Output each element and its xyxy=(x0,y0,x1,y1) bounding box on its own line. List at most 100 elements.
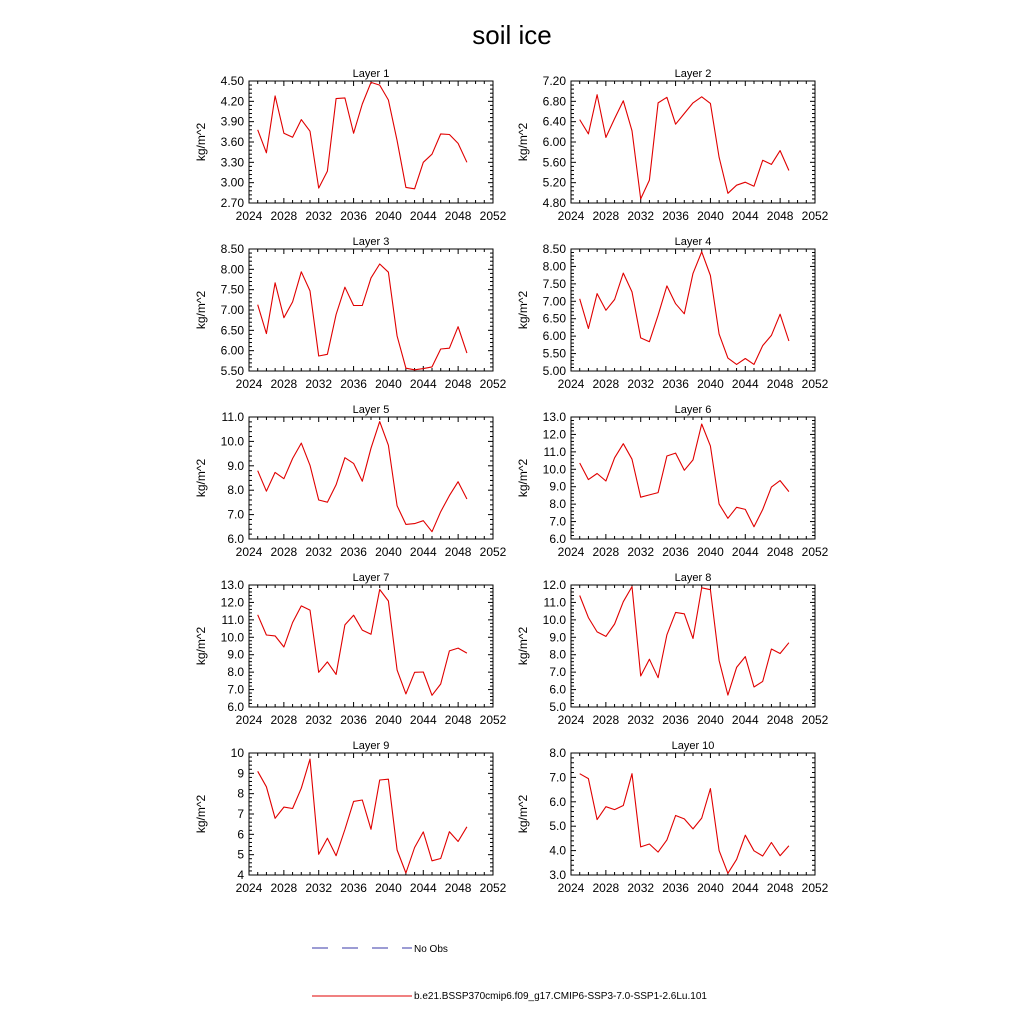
y-tick-label: 8.0 xyxy=(549,648,566,662)
panel-layer-3: Layer 3 kg/m^2 2024 2028 2032 2036 2040 2044 204… xyxy=(194,236,507,391)
y-tick-label: 5 xyxy=(237,848,244,862)
y-tick-label: 6.80 xyxy=(543,94,567,108)
x-tick-label: 2036 xyxy=(662,713,689,727)
x-tick-label: 2028 xyxy=(593,713,620,727)
x-tick-label: 2028 xyxy=(593,881,620,895)
y-tick-label: 11.0 xyxy=(222,613,245,627)
x-tick-label: 2032 xyxy=(627,713,654,727)
x-tick-label: 2024 xyxy=(236,377,263,391)
y-axis-label: kg/m^2 xyxy=(516,291,530,330)
panel-title: Layer 8 xyxy=(675,572,712,584)
panel-title: Layer 3 xyxy=(353,236,390,248)
x-tick-label: 2052 xyxy=(802,545,829,559)
plot-frame xyxy=(248,584,494,708)
y-tick-label: 11.0 xyxy=(544,445,567,459)
panel-title: Layer 9 xyxy=(353,740,390,752)
y-tick-label: 7.0 xyxy=(227,683,244,697)
y-tick-label: 4.20 xyxy=(221,94,245,108)
plot-frame xyxy=(248,752,494,876)
x-tick-label: 2024 xyxy=(558,377,585,391)
x-tick-label: 2052 xyxy=(802,377,829,391)
x-tick-label: 2044 xyxy=(410,377,437,391)
x-tick-label: 2036 xyxy=(340,209,367,223)
y-tick-label: 10.0 xyxy=(221,434,245,448)
panel-layer-9: Layer 9 kg/m^2 2024 2028 2032 2036 2040 2044 204… xyxy=(194,740,507,895)
plot-frame xyxy=(570,248,816,372)
y-tick-label: 3.0 xyxy=(549,868,566,882)
y-axis-label: kg/m^2 xyxy=(194,291,208,330)
series-line-layer-3 xyxy=(257,263,468,371)
y-tick-label: 10.0 xyxy=(221,630,245,644)
x-tick-label: 2032 xyxy=(627,881,654,895)
x-tick-label: 2040 xyxy=(375,545,402,559)
y-tick-label: 6.0 xyxy=(549,795,566,809)
x-tick-label: 2028 xyxy=(271,209,298,223)
x-tick-label: 2040 xyxy=(697,881,724,895)
x-tick-label: 2044 xyxy=(732,545,759,559)
series-line-layer-5 xyxy=(257,421,468,533)
x-tick-label: 2024 xyxy=(236,881,263,895)
x-tick-label: 2048 xyxy=(445,545,472,559)
y-axis-label: kg/m^2 xyxy=(194,795,208,834)
panel-title: Layer 7 xyxy=(353,572,390,584)
y-tick-label: 8.50 xyxy=(221,242,245,256)
panel-title: Layer 10 xyxy=(672,740,715,752)
panel-title: Layer 6 xyxy=(675,404,712,416)
x-tick-label: 2052 xyxy=(480,881,507,895)
x-tick-label: 2028 xyxy=(593,545,620,559)
x-tick-label: 2040 xyxy=(375,881,402,895)
y-tick-label: 5.00 xyxy=(543,364,567,378)
x-tick-label: 2052 xyxy=(802,713,829,727)
y-tick-label: 7 xyxy=(237,807,244,821)
y-tick-label: 6.00 xyxy=(543,135,567,149)
x-tick-label: 2044 xyxy=(732,881,759,895)
y-tick-label: 8.00 xyxy=(221,262,245,276)
x-tick-label: 2044 xyxy=(732,209,759,223)
x-tick-label: 2032 xyxy=(305,545,332,559)
y-tick-label: 11.0 xyxy=(544,595,567,609)
y-tick-label: 8 xyxy=(237,787,244,801)
y-tick-label: 7.0 xyxy=(227,508,244,522)
y-tick-label: 7.20 xyxy=(543,74,567,88)
x-tick-label: 2048 xyxy=(445,881,472,895)
y-tick-label: 5.0 xyxy=(549,700,566,714)
y-axis-label: kg/m^2 xyxy=(516,795,530,834)
x-tick-label: 2024 xyxy=(558,545,585,559)
y-axis-label: kg/m^2 xyxy=(194,123,208,162)
series-line-layer-7 xyxy=(257,588,468,696)
x-tick-label: 2032 xyxy=(627,209,654,223)
y-tick-label: 10.0 xyxy=(543,462,567,476)
y-tick-label: 5.0 xyxy=(549,819,566,833)
y-tick-label: 3.00 xyxy=(221,176,245,190)
y-tick-label: 6.0 xyxy=(227,700,244,714)
y-tick-label: 12.0 xyxy=(221,595,245,609)
y-tick-label: 6 xyxy=(237,827,244,841)
x-tick-label: 2044 xyxy=(732,377,759,391)
x-tick-label: 2032 xyxy=(305,881,332,895)
x-tick-label: 2044 xyxy=(410,881,437,895)
panel-layer-7: Layer 7 kg/m^2 2024 2028 2032 2036 2040 2044 204… xyxy=(194,572,507,727)
x-tick-label: 2048 xyxy=(767,209,794,223)
legend-obs-label: No Obs xyxy=(414,944,448,955)
legend-model-label: b.e21.BSSP370cmip6.f09_g17.CMIP6-SSP3-7.… xyxy=(414,991,707,1002)
x-tick-label: 2052 xyxy=(802,209,829,223)
x-tick-label: 2052 xyxy=(480,377,507,391)
x-tick-label: 2024 xyxy=(236,545,263,559)
panels-container: Layer 1 kg/m^2 2024 2028 2032 2036 2040 2044 204… xyxy=(194,68,829,895)
series-line-layer-2 xyxy=(579,94,790,200)
x-tick-label: 2040 xyxy=(375,713,402,727)
series-line-layer-10 xyxy=(579,773,790,874)
y-tick-label: 12.0 xyxy=(543,427,567,441)
x-tick-label: 2048 xyxy=(767,713,794,727)
x-tick-label: 2032 xyxy=(627,545,654,559)
panel-title: Layer 5 xyxy=(353,404,390,416)
x-tick-label: 2032 xyxy=(305,377,332,391)
y-tick-label: 7.50 xyxy=(221,283,245,297)
plot-frame xyxy=(570,80,816,204)
panel-layer-5: Layer 5 kg/m^2 2024 2028 2032 2036 2040 2044 204… xyxy=(194,404,507,559)
y-tick-label: 13.0 xyxy=(543,410,567,424)
y-tick-label: 8.50 xyxy=(543,242,567,256)
x-tick-label: 2040 xyxy=(697,545,724,559)
series-line-layer-9 xyxy=(257,758,468,874)
